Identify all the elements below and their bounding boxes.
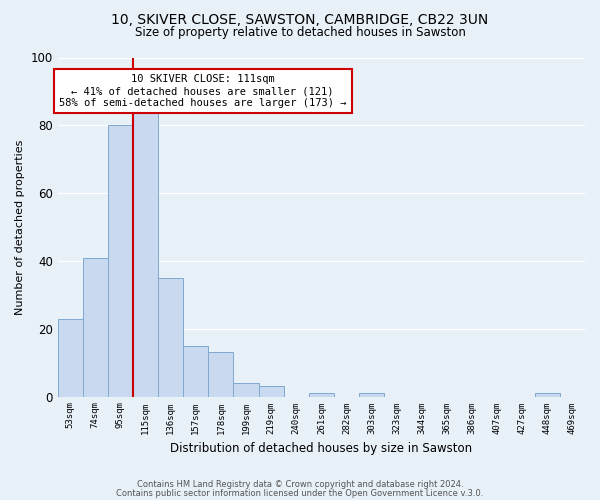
Bar [208,352,233,397]
Bar [108,126,133,396]
Bar [133,112,158,397]
Text: 10 SKIVER CLOSE: 111sqm
← 41% of detached houses are smaller (121)
58% of semi-d: 10 SKIVER CLOSE: 111sqm ← 41% of detache… [59,74,346,108]
Text: 10, SKIVER CLOSE, SAWSTON, CAMBRIDGE, CB22 3UN: 10, SKIVER CLOSE, SAWSTON, CAMBRIDGE, CB… [112,12,488,26]
Bar [233,383,259,396]
Bar [183,346,208,397]
Bar [535,393,560,396]
Y-axis label: Number of detached properties: Number of detached properties [15,140,25,314]
Bar [359,393,384,396]
Bar [83,258,108,396]
Text: Contains public sector information licensed under the Open Government Licence v.: Contains public sector information licen… [116,488,484,498]
Text: Contains HM Land Registry data © Crown copyright and database right 2024.: Contains HM Land Registry data © Crown c… [137,480,463,489]
Bar [309,393,334,396]
Text: Size of property relative to detached houses in Sawston: Size of property relative to detached ho… [134,26,466,39]
X-axis label: Distribution of detached houses by size in Sawston: Distribution of detached houses by size … [170,442,472,455]
Bar [259,386,284,396]
Bar [58,318,83,396]
Bar [158,278,183,396]
